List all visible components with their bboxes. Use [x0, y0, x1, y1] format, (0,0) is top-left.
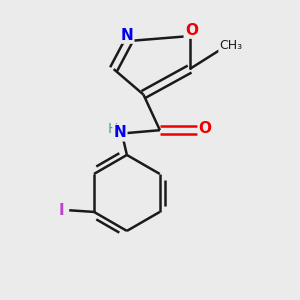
Text: I: I — [58, 203, 64, 218]
Text: H: H — [107, 122, 118, 136]
Text: N: N — [121, 28, 133, 43]
Text: CH₃: CH₃ — [219, 40, 242, 52]
Text: O: O — [185, 22, 198, 38]
Text: N: N — [114, 125, 126, 140]
Text: O: O — [199, 121, 212, 136]
